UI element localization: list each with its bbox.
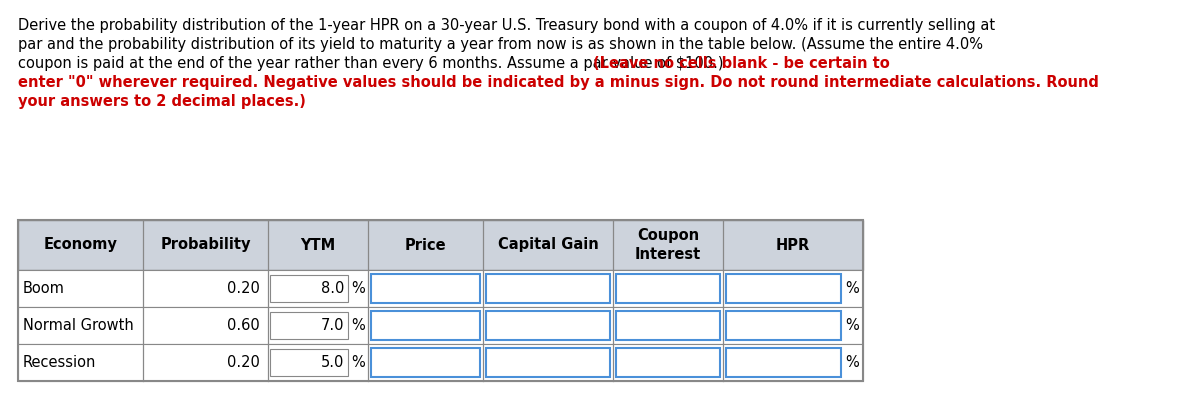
Text: %: % <box>352 281 365 296</box>
Text: YTM: YTM <box>300 237 336 253</box>
Text: Probability: Probability <box>161 237 251 253</box>
Text: 7.0: 7.0 <box>320 318 344 333</box>
Text: Recession: Recession <box>23 355 96 370</box>
Text: your answers to 2 decimal places.): your answers to 2 decimal places.) <box>18 94 306 109</box>
Bar <box>270 312 348 340</box>
Bar <box>270 349 348 376</box>
Text: %: % <box>352 318 365 333</box>
Text: Capital Gain: Capital Gain <box>498 237 599 253</box>
Bar <box>486 311 610 340</box>
Text: %: % <box>845 281 859 296</box>
Text: coupon is paid at the end of the year rather than every 6 months. Assume a par v: coupon is paid at the end of the year ra… <box>18 56 728 71</box>
Text: %: % <box>845 318 859 333</box>
Bar <box>270 275 348 302</box>
Text: 5.0: 5.0 <box>320 355 344 370</box>
Bar <box>18 220 863 381</box>
Text: %: % <box>352 355 365 370</box>
Bar <box>726 274 841 303</box>
Bar <box>18 270 863 307</box>
Text: Economy: Economy <box>43 237 118 253</box>
Bar <box>371 311 480 340</box>
Text: par and the probability distribution of its yield to maturity a year from now is: par and the probability distribution of … <box>18 37 983 52</box>
Bar <box>18 307 863 344</box>
Text: Normal Growth: Normal Growth <box>23 318 133 333</box>
Text: Boom: Boom <box>23 281 65 296</box>
Bar <box>726 348 841 377</box>
Text: 0.20: 0.20 <box>227 355 260 370</box>
Bar <box>18 220 863 270</box>
Bar <box>371 274 480 303</box>
Bar <box>18 344 863 381</box>
Text: 8.0: 8.0 <box>320 281 344 296</box>
Bar <box>616 348 720 377</box>
Text: 0.20: 0.20 <box>227 281 260 296</box>
Text: 0.60: 0.60 <box>227 318 260 333</box>
Bar <box>486 348 610 377</box>
Text: HPR: HPR <box>776 237 810 253</box>
Bar <box>371 348 480 377</box>
Bar <box>486 274 610 303</box>
Bar <box>616 274 720 303</box>
Text: Coupon
Interest: Coupon Interest <box>635 228 701 262</box>
Text: (Leave no cells blank - be certain to: (Leave no cells blank - be certain to <box>593 56 889 71</box>
Text: enter "0" wherever required. Negative values should be indicated by a minus sign: enter "0" wherever required. Negative va… <box>18 75 1099 90</box>
Text: Price: Price <box>404 237 446 253</box>
Bar <box>616 311 720 340</box>
Text: Derive the probability distribution of the 1-year HPR on a 30-year U.S. Treasury: Derive the probability distribution of t… <box>18 18 995 33</box>
Bar <box>726 311 841 340</box>
Text: %: % <box>845 355 859 370</box>
